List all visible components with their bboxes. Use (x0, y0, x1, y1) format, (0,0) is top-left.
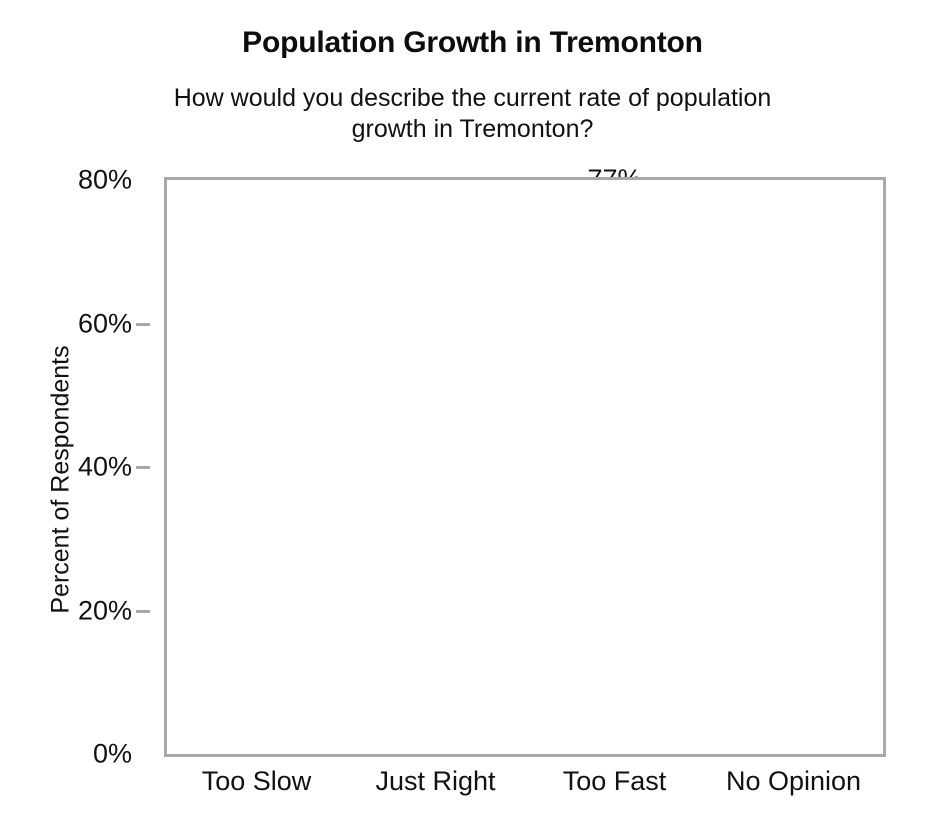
x-axis-category-labels: Too Slow Just Right Too Fast No Opinion (164, 766, 886, 812)
x-axis-category-label: Too Slow (201, 766, 312, 796)
x-axis-category-label: Just Right (375, 766, 496, 796)
y-axis-tick-mark (136, 609, 150, 613)
y-axis-tick-label: 60% (77, 308, 132, 338)
y-axis-tick-mark (136, 466, 150, 469)
y-axis-tick-labels: 0% 20% 40% 60% 80% (0, 165, 150, 769)
chart-title: Population Growth in Tremonton (242, 26, 703, 59)
y-axis-tick-mark (136, 322, 150, 326)
plot-area: 1%15%77%7% (164, 165, 886, 757)
x-axis-category-label: No Opinion (725, 766, 862, 796)
x-axis-category-label: Too Fast (562, 766, 667, 796)
chart-subtitle: How would you describe the current rate … (173, 84, 772, 143)
plot-border (164, 177, 886, 757)
y-axis-tick-label: 40% (77, 451, 132, 482)
y-axis-tick-label: 0% (92, 738, 132, 769)
y-axis-tick-label: 20% (77, 595, 132, 625)
y-axis-tick-label: 80% (77, 164, 132, 195)
